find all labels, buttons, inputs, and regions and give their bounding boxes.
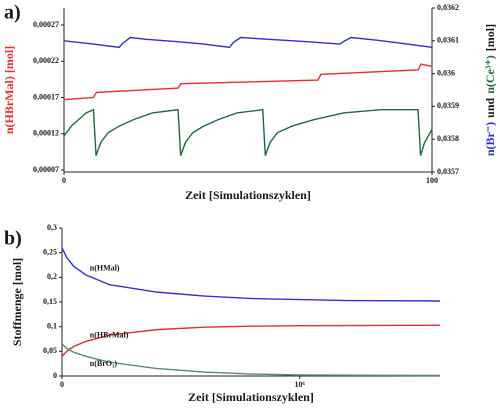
- y2-axis-label-part: n(Br⁻): [483, 122, 497, 156]
- series-label: n(HMal): [90, 264, 120, 273]
- y-axis-label: n(HBrMal) [mol]: [2, 46, 16, 134]
- series-line: [61, 247, 441, 302]
- series-line: [61, 324, 441, 357]
- y2-tick-label: 0,0358: [437, 134, 459, 143]
- y-tick-label: 0,3: [47, 223, 57, 232]
- y2-axis-label-part: und: [483, 97, 497, 117]
- series-label: n(BrO₃): [90, 359, 118, 368]
- y2-tick-label: 0,0362: [437, 3, 459, 12]
- y-tick-label: 0: [53, 371, 57, 380]
- series-line: [61, 343, 441, 377]
- y-tick-label: 0,2: [47, 272, 57, 281]
- x-tick-label: 10⁶: [295, 380, 306, 389]
- y-tick-label: 0,00027: [33, 20, 59, 29]
- y-tick-label: 0,00022: [33, 56, 59, 65]
- y-tick-label: 0,00012: [33, 129, 59, 138]
- series-line: [63, 36, 433, 49]
- x-tick-label: 0: [62, 176, 66, 185]
- x-tick-label: 0: [60, 380, 64, 389]
- y2-tick-label: 0,0357: [437, 167, 459, 176]
- x-axis-label: Zeit [Simulationszyklen]: [188, 390, 314, 404]
- y2-axis-label-part: [mol]: [483, 24, 497, 51]
- y-tick-label: 0,25: [43, 247, 57, 256]
- x-axis-label: Zeit [Simulationszyklen]: [185, 188, 311, 202]
- series-line: [63, 108, 433, 156]
- y2-tick-label: 0,0361: [437, 36, 459, 45]
- y-tick-label: 0,1: [47, 321, 57, 330]
- y2-axis-label: n(Br⁻) und n(Ce³⁺) [mol]: [483, 24, 497, 156]
- series-label: n(HBrMal): [90, 330, 129, 339]
- y-tick-label: 0,15: [43, 297, 57, 306]
- series-line: [63, 63, 433, 101]
- y2-axis-label-part: n(Ce³⁺): [483, 55, 497, 94]
- panel-label: a): [4, 2, 21, 24]
- y2-tick-label: 0,0359: [437, 101, 459, 110]
- x-tick-label: 100: [426, 176, 438, 185]
- y-tick-label: 0,00007: [33, 165, 59, 174]
- panel-label: b): [4, 228, 22, 250]
- y-tick-label: 0,05: [43, 346, 57, 355]
- y-tick-label: 0,00017: [33, 92, 59, 101]
- y2-tick-label: 0,036: [437, 68, 455, 77]
- y-axis-label: Stoffmenge [mol]: [10, 258, 24, 346]
